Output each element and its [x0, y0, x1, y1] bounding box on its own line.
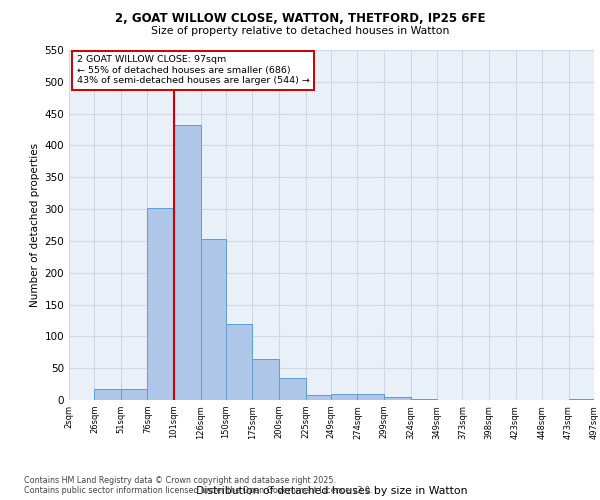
Bar	[94, 389, 121, 400]
Text: 2, GOAT WILLOW CLOSE, WATTON, THETFORD, IP25 6FE: 2, GOAT WILLOW CLOSE, WATTON, THETFORD, …	[115, 12, 485, 26]
Bar	[174, 125, 200, 400]
Bar	[148, 208, 174, 400]
Bar	[121, 388, 148, 400]
Bar	[226, 324, 253, 400]
Bar	[331, 394, 358, 400]
Bar	[384, 398, 410, 400]
Bar	[279, 378, 305, 400]
Y-axis label: Number of detached properties: Number of detached properties	[30, 143, 40, 307]
Text: 2 GOAT WILLOW CLOSE: 97sqm
← 55% of detached houses are smaller (686)
43% of sem: 2 GOAT WILLOW CLOSE: 97sqm ← 55% of deta…	[77, 56, 310, 85]
Bar	[358, 394, 384, 400]
X-axis label: Distribution of detached houses by size in Watton: Distribution of detached houses by size …	[196, 486, 467, 496]
Text: Contains public sector information licensed under the Open Government Licence v3: Contains public sector information licen…	[24, 486, 373, 495]
Text: Contains HM Land Registry data © Crown copyright and database right 2025.: Contains HM Land Registry data © Crown c…	[24, 476, 336, 485]
Bar	[200, 239, 226, 400]
Bar	[253, 358, 279, 400]
Text: Size of property relative to detached houses in Watton: Size of property relative to detached ho…	[151, 26, 449, 36]
Bar	[569, 398, 594, 400]
Bar	[305, 395, 331, 400]
